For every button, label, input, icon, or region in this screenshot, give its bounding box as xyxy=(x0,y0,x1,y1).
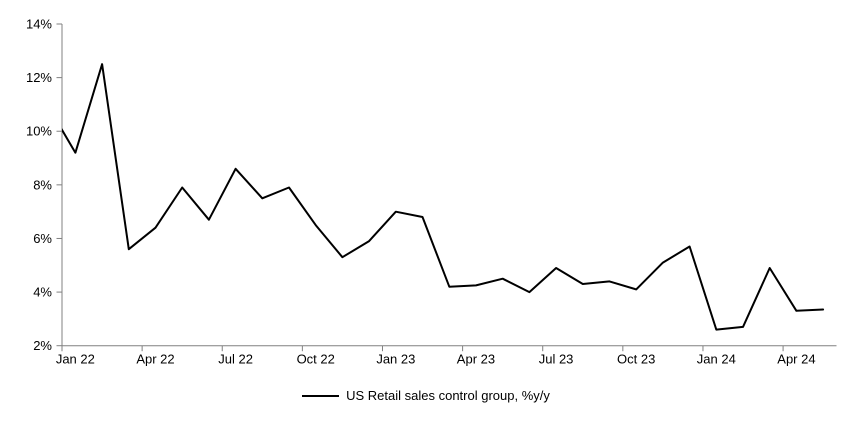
y-tick-label: 14% xyxy=(26,17,52,32)
x-tick-label: Oct 23 xyxy=(617,352,655,367)
x-tick-label: Jan 24 xyxy=(697,352,736,367)
x-tick-label: Jul 23 xyxy=(539,352,574,367)
x-tick-label: Apr 24 xyxy=(777,352,815,367)
y-tick-label: 10% xyxy=(26,124,52,139)
x-tick-label: Apr 23 xyxy=(457,352,495,367)
legend: US Retail sales control group, %y/y xyxy=(0,388,852,403)
y-tick-label: 8% xyxy=(33,177,52,192)
x-tick-label: Apr 22 xyxy=(136,352,174,367)
x-tick-label: Jan 22 xyxy=(56,352,95,367)
legend-series-label: US Retail sales control group, %y/y xyxy=(346,388,550,403)
legend-line-swatch xyxy=(302,394,340,397)
y-tick-label: 2% xyxy=(33,338,52,353)
y-tick-label: 6% xyxy=(33,231,52,246)
y-tick-label: 12% xyxy=(26,70,52,85)
x-tick-label: Oct 22 xyxy=(297,352,335,367)
x-tick-label: Jul 22 xyxy=(218,352,253,367)
x-tick-label: Jan 23 xyxy=(376,352,415,367)
series-line xyxy=(62,63,825,331)
y-tick-label: 4% xyxy=(33,285,52,300)
